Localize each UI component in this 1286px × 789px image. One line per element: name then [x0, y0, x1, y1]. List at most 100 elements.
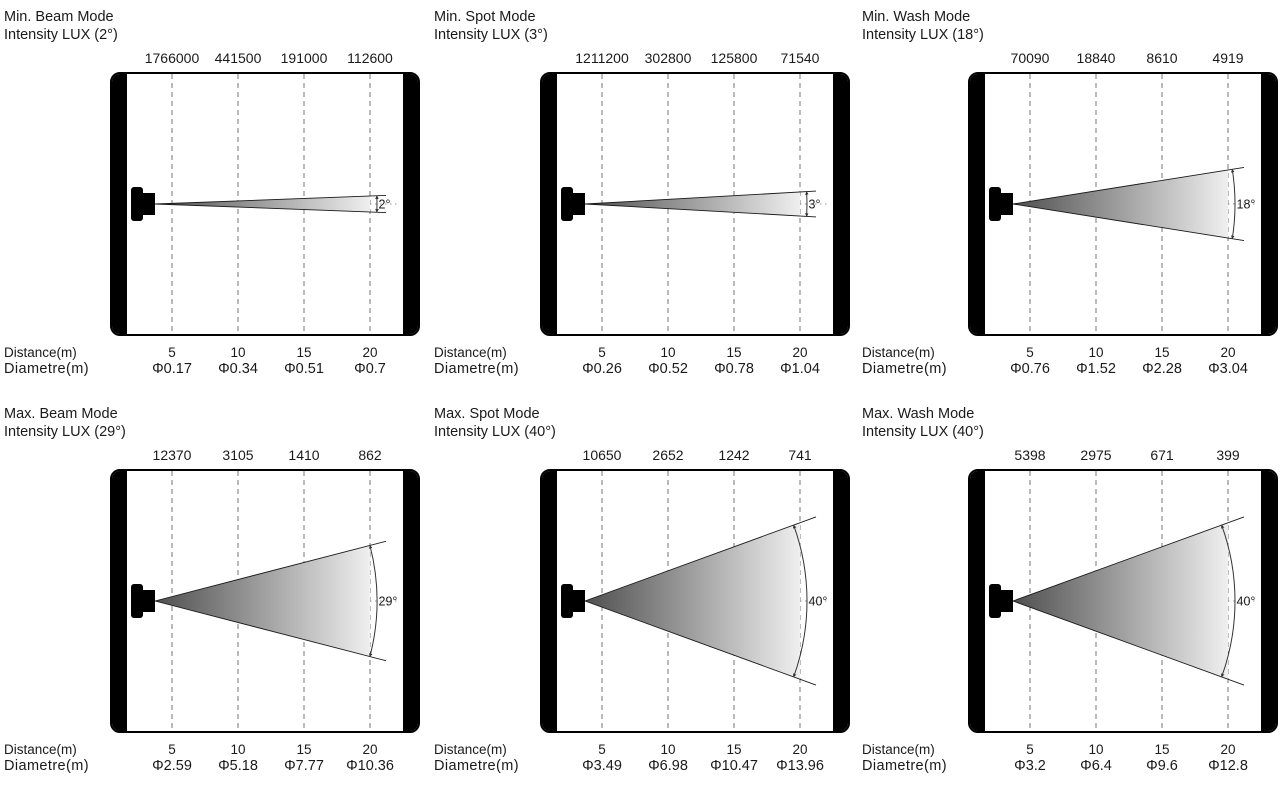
- diametre-row: Diametre(m) Φ3.49 Φ6.98 Φ10.47 Φ13.96: [430, 758, 858, 776]
- beam-edge-top: [1012, 166, 1245, 205]
- beam-edge-top: [1012, 516, 1245, 602]
- angle-label: 3°: [809, 198, 821, 212]
- distance-value: 5: [1026, 742, 1034, 757]
- intensity-value: 671: [1150, 447, 1174, 463]
- beam-cone: [585, 522, 800, 680]
- distance-row: Distance(m) 5 10 15 20: [0, 345, 428, 361]
- diametre-row-label: Diametre(m): [434, 758, 519, 774]
- fixture-icon-head: [142, 193, 155, 215]
- right-wall: [403, 471, 418, 731]
- diametre-row: Diametre(m) Φ0.17 Φ0.34 Φ0.51 Φ0.7: [0, 361, 428, 379]
- diametre-row-label: Diametre(m): [862, 361, 947, 377]
- distance-row: Distance(m) 5 10 15 20: [430, 742, 858, 758]
- beam-diagram: 29°: [110, 469, 420, 733]
- panel-min-wash-mode: Min. Wash Mode Intensity LUX (18°) 70090…: [858, 8, 1286, 393]
- distance-value: 10: [230, 345, 246, 360]
- distance-value: 20: [792, 345, 808, 360]
- panel-title-line1: Max. Spot Mode: [434, 406, 540, 422]
- fixture-icon-head: [142, 590, 155, 612]
- intensity-value: 12370: [152, 447, 192, 463]
- diametre-row: Diametre(m) Φ3.2 Φ6.4 Φ9.6 Φ12.8: [858, 758, 1286, 776]
- fixture-icon: [561, 584, 573, 618]
- distance-value: 5: [168, 742, 176, 757]
- panel-title: Max. Wash Mode Intensity LUX (40°): [862, 405, 984, 441]
- left-wall: [970, 471, 985, 731]
- distance-value: 15: [726, 742, 742, 757]
- distance-value: 10: [660, 345, 676, 360]
- distance-row-label: Distance(m): [862, 742, 935, 757]
- distance-value: 10: [660, 742, 676, 757]
- intensity-value: 741: [788, 447, 812, 463]
- panel-max-wash-mode: Max. Wash Mode Intensity LUX (40°) 5398 …: [858, 405, 1286, 789]
- distance-value: 15: [296, 742, 312, 757]
- distance-value: 5: [598, 345, 606, 360]
- distance-row-label: Distance(m): [434, 345, 507, 360]
- angle-label: 40°: [1237, 595, 1256, 609]
- beam-edge-bottom: [1012, 203, 1245, 242]
- fixture-icon: [131, 584, 143, 618]
- beam-edge-bottom: [584, 600, 817, 686]
- diameter-value: Φ10.47: [710, 758, 758, 774]
- diameter-value: Φ3.04: [1208, 361, 1248, 377]
- diametre-row-label: Diametre(m): [4, 361, 89, 377]
- beam-cone: [1013, 169, 1228, 239]
- diametre-row-label: Diametre(m): [4, 758, 89, 774]
- beam-diagram: 40°: [540, 469, 850, 733]
- distance-value: 20: [792, 742, 808, 757]
- diameter-value: Φ13.96: [776, 758, 824, 774]
- beam-edge-bottom: [584, 203, 817, 218]
- panel-title-line2: Intensity LUX (2°): [4, 27, 118, 43]
- left-wall: [112, 471, 127, 731]
- intensity-value: 441500: [214, 50, 262, 66]
- beam-edge-bottom: [1012, 600, 1245, 686]
- intensity-value: 125800: [710, 50, 758, 66]
- intensity-value: 4919: [1212, 50, 1244, 66]
- intensity-value: 302800: [644, 50, 692, 66]
- diameter-value: Φ7.77: [284, 758, 324, 774]
- left-wall: [542, 471, 557, 731]
- diametre-row: Diametre(m) Φ0.76 Φ1.52 Φ2.28 Φ3.04: [858, 361, 1286, 379]
- beam-edge-top: [584, 516, 817, 602]
- distance-row-label: Distance(m): [862, 345, 935, 360]
- intensity-value: 112600: [347, 50, 393, 66]
- diameter-value: Φ0.7: [354, 361, 386, 377]
- diameter-value: Φ9.6: [1146, 758, 1178, 774]
- distance-value: 15: [1154, 345, 1170, 360]
- distance-value: 20: [1220, 345, 1236, 360]
- diametre-row-label: Diametre(m): [434, 361, 519, 377]
- angle-arc: [792, 524, 808, 678]
- distance-value: 15: [726, 345, 742, 360]
- intensity-value: 1410: [288, 447, 320, 463]
- distance-value: 10: [1088, 742, 1104, 757]
- beam-edge-top: [584, 190, 817, 205]
- left-wall: [970, 74, 985, 334]
- diameter-value: Φ0.17: [152, 361, 192, 377]
- distance-value: 20: [362, 345, 378, 360]
- angle-arc: [368, 544, 378, 658]
- panel-title-line1: Max. Beam Mode: [4, 406, 118, 422]
- diameter-value: Φ12.8: [1208, 758, 1248, 774]
- beam-edge-bottom: [154, 203, 387, 214]
- distance-value: 20: [1220, 742, 1236, 757]
- intensity-value: 8610: [1146, 50, 1178, 66]
- diameter-value: Φ0.26: [582, 361, 622, 377]
- intensity-value: 191000: [280, 50, 328, 66]
- panel-title: Min. Wash Mode Intensity LUX (18°): [862, 8, 984, 44]
- beam-diagram: 40°: [968, 469, 1278, 733]
- distance-value: 10: [230, 742, 246, 757]
- distance-row: Distance(m) 5 10 15 20: [858, 345, 1286, 361]
- panel-max-spot-mode: Max. Spot Mode Intensity LUX (40°) 10650…: [430, 405, 858, 789]
- fixture-icon-head: [572, 590, 585, 612]
- diameter-value: Φ1.04: [780, 361, 820, 377]
- panel-title: Min. Spot Mode Intensity LUX (3°): [434, 8, 548, 44]
- distance-value: 15: [1154, 742, 1170, 757]
- diameter-value: Φ3.49: [582, 758, 622, 774]
- distance-value: 5: [168, 345, 176, 360]
- beam-edge-bottom: [154, 600, 387, 662]
- distance-row: Distance(m) 5 10 15 20: [858, 742, 1286, 758]
- fixture-icon: [131, 187, 143, 221]
- distance-row-label: Distance(m): [4, 742, 77, 757]
- panel-title: Max. Beam Mode Intensity LUX (29°): [4, 405, 126, 441]
- right-wall: [1261, 471, 1276, 731]
